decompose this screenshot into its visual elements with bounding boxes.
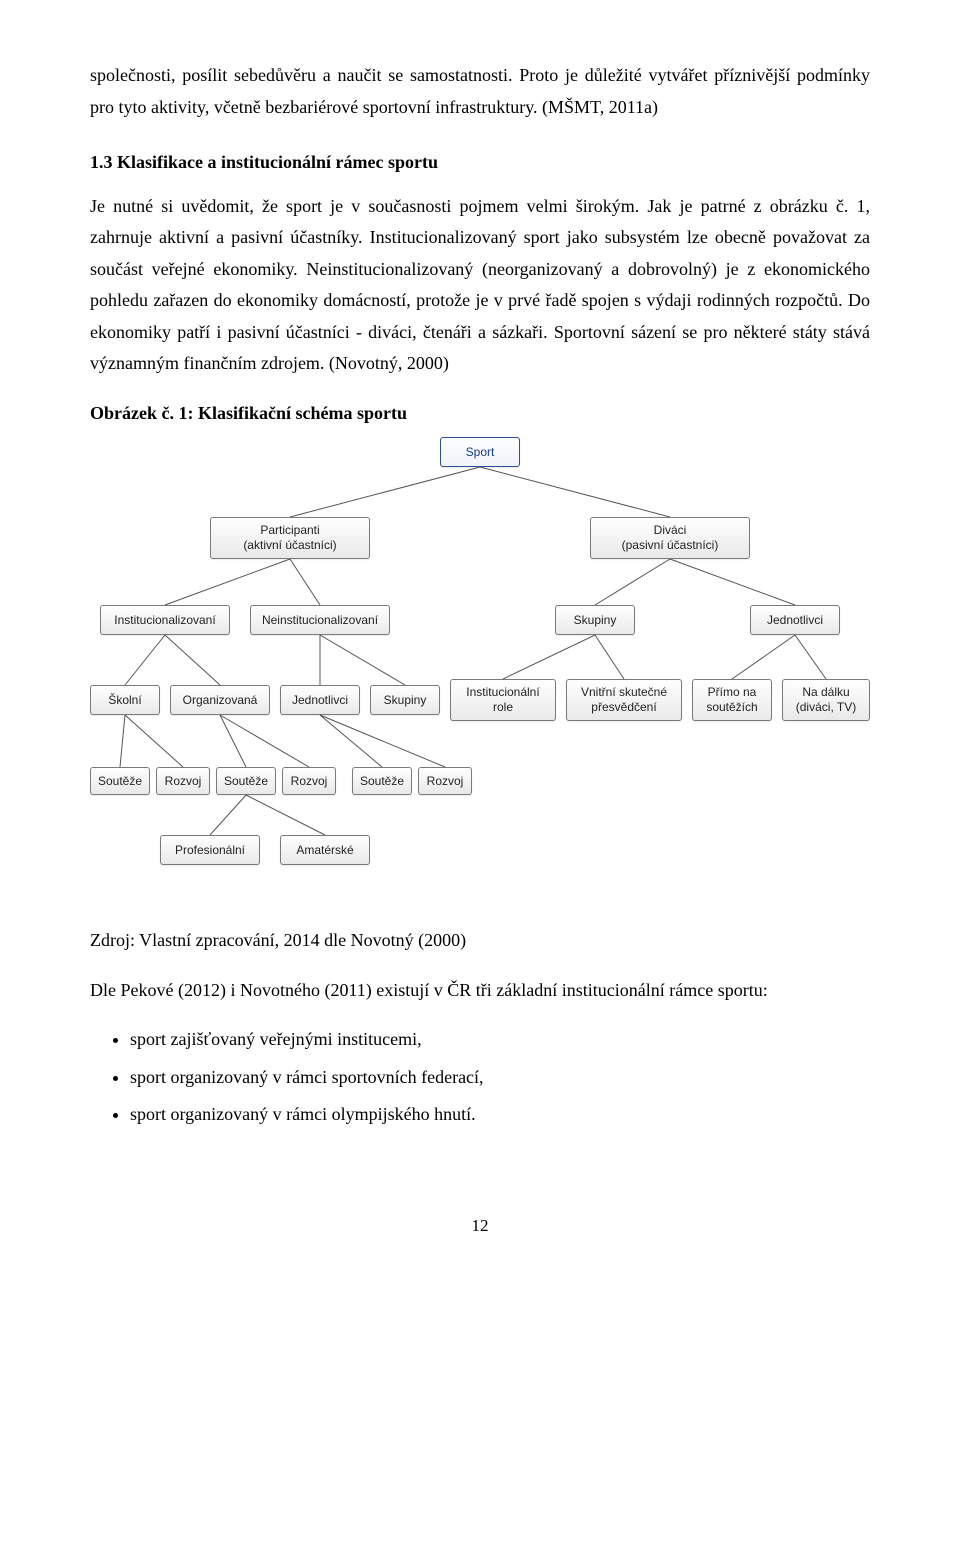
tree-node: Diváci(pasivní účastníci): [590, 517, 750, 559]
figure-source: Zdroj: Vlastní zpracování, 2014 dle Novo…: [90, 925, 870, 957]
tree-node: Neinstitucionalizovaní: [250, 605, 390, 635]
tree-node: Institucionalizovaní: [100, 605, 230, 635]
tree-node: Školní: [90, 685, 160, 715]
tree-node: Institucionálnírole: [450, 679, 556, 721]
tree-node: Jednotlivci: [750, 605, 840, 635]
tree-node: Soutěže: [90, 767, 150, 795]
list-item: sport organizovaný v rámci olympijského …: [130, 1099, 870, 1131]
tree-node: Participanti(aktivní účastníci): [210, 517, 370, 559]
intro-paragraph: společnosti, posílit sebedůvěru a naučit…: [90, 60, 870, 123]
tree-node: Jednotlivci: [280, 685, 360, 715]
tree-node: Rozvoj: [282, 767, 336, 795]
tree-node: Přímo nasoutěžích: [692, 679, 772, 721]
tree-edges: [90, 437, 870, 897]
tree-node: Rozvoj: [418, 767, 472, 795]
page-number: 12: [90, 1211, 870, 1241]
tree-node: Soutěže: [352, 767, 412, 795]
classification-diagram: Sport Participanti(aktivní účastníci) Divá…: [90, 437, 870, 897]
tree-node: Na dálku(diváci, TV): [782, 679, 870, 721]
tree-node: Skupiny: [555, 605, 635, 635]
tree-node: Organizovaná: [170, 685, 270, 715]
tree-node: Sport: [440, 437, 520, 467]
figure-caption: Obrázek č. 1: Klasifikační schéma sportu: [90, 398, 870, 430]
section-heading: 1.3 Klasifikace a institucionální rámec …: [90, 147, 870, 179]
tree-node: Soutěže: [216, 767, 276, 795]
tree-node: Rozvoj: [156, 767, 210, 795]
body-paragraph: Je nutné si uvědomit, že sport je v souč…: [90, 191, 870, 380]
list-item: sport zajišťovaný veřejnými institucemi,: [130, 1024, 870, 1056]
list-item: sport organizovaný v rámci sportovních f…: [130, 1062, 870, 1094]
tree-node: Amatérské: [280, 835, 370, 865]
tree-node: Vnitřní skutečnépřesvědčení: [566, 679, 682, 721]
bullet-list: sport zajišťovaný veřejnými institucemi,…: [130, 1024, 870, 1131]
tree-node: Profesionální: [160, 835, 260, 865]
tree-node: Skupiny: [370, 685, 440, 715]
followup-paragraph: Dle Pekové (2012) i Novotného (2011) exi…: [90, 975, 870, 1007]
